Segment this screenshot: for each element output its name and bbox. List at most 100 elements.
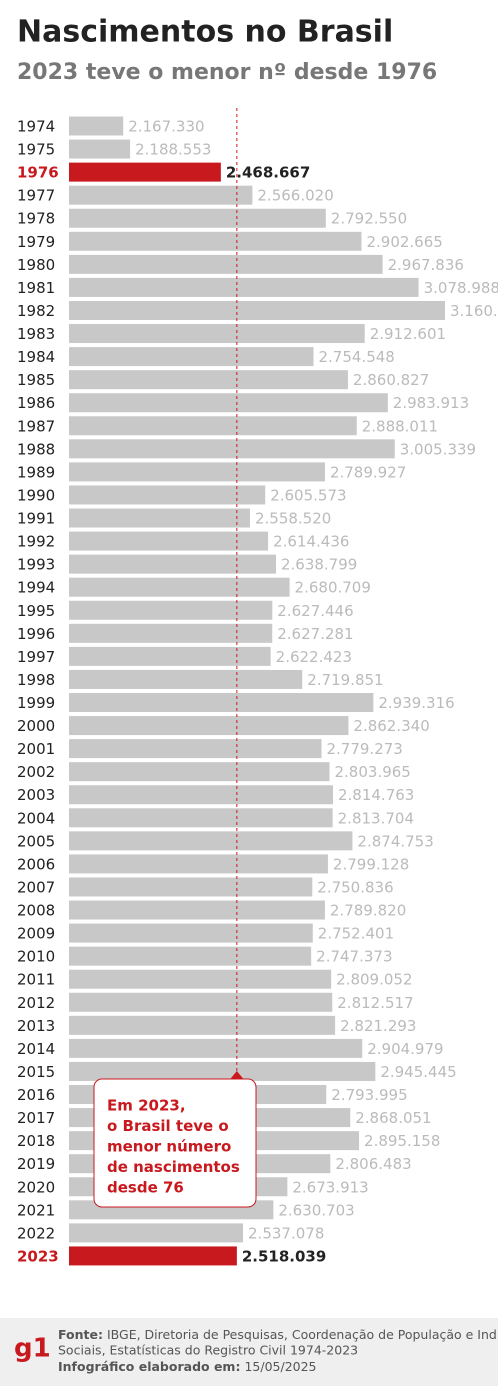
value-label: 2.799.128: [333, 855, 409, 873]
value-label: 2.812.517: [337, 994, 413, 1012]
credit: Infográfico elaborado em: 15/05/2025: [58, 1359, 317, 1374]
value-label: 2.983.913: [393, 394, 469, 412]
y-tick-label: 2015: [17, 1063, 55, 1081]
annotation-text: o Brasil teve o: [107, 1117, 229, 1135]
bar: [69, 1061, 376, 1081]
value-label: 2.860.827: [353, 371, 429, 389]
y-tick-label: 2019: [17, 1155, 55, 1173]
bar: [69, 946, 312, 966]
value-label: 2.518.039: [242, 1247, 326, 1265]
value-label: 2.806.483: [335, 1155, 411, 1173]
y-tick-label: 1976: [17, 164, 59, 182]
bar: [69, 877, 313, 897]
bar: [69, 992, 333, 1012]
bar: [69, 324, 365, 344]
value-label: 2.789.820: [330, 902, 406, 920]
y-tick-label: 2012: [17, 994, 55, 1012]
bar: [69, 1015, 336, 1035]
y-tick-label: 1974: [17, 118, 55, 136]
value-label: 2.895.158: [364, 1132, 440, 1150]
y-tick-label: 1985: [17, 371, 55, 389]
source: Fonte: IBGE, Diretoria de Pesquisas, Coo…: [58, 1327, 498, 1342]
y-tick-label: 1982: [17, 302, 55, 320]
y-tick-label: 1990: [17, 486, 55, 504]
bar: [69, 231, 362, 251]
value-label: 2.779.273: [326, 740, 402, 758]
value-label: 2.167.330: [128, 118, 204, 136]
bar: [69, 1223, 244, 1243]
y-tick-label: 2008: [17, 902, 55, 920]
footer-bg: [0, 1318, 498, 1386]
bar: [69, 185, 253, 205]
value-label: 2.754.548: [318, 348, 394, 366]
y-tick-label: 1999: [17, 694, 55, 712]
value-label: 2.939.316: [378, 694, 454, 712]
value-label: 2.627.446: [277, 602, 353, 620]
y-tick-label: 1998: [17, 671, 55, 689]
value-label: 2.622.423: [276, 648, 352, 666]
y-tick-label: 1986: [17, 394, 55, 412]
value-label: 2.673.913: [292, 1178, 368, 1196]
y-tick-label: 1978: [17, 210, 55, 228]
bar: [69, 739, 322, 759]
y-tick-label: 1981: [17, 279, 55, 297]
credit-date: 15/05/2025: [244, 1359, 316, 1374]
bar: [69, 416, 357, 436]
y-tick-label: 2021: [17, 1201, 55, 1219]
bar: [69, 762, 330, 782]
y-tick-label: 2023: [17, 1247, 59, 1265]
bar: [69, 623, 273, 643]
value-label: 2.789.927: [330, 463, 406, 481]
bar: [69, 393, 388, 413]
y-tick-label: 1975: [17, 141, 55, 159]
y-tick-label: 1988: [17, 440, 55, 458]
y-tick-label: 2020: [17, 1178, 55, 1196]
y-tick-label: 1984: [17, 348, 55, 366]
bar: [69, 347, 314, 367]
value-label: 2.904.979: [367, 1040, 443, 1058]
bar: [69, 1246, 237, 1266]
bar: [69, 669, 303, 689]
value-label: 2.558.520: [255, 510, 331, 528]
bar: [69, 439, 395, 459]
value-label: 3.078.988: [424, 279, 498, 297]
annotation-text: desde 76: [107, 1179, 184, 1197]
y-tick-label: 2010: [17, 948, 55, 966]
y-tick-label: 2006: [17, 855, 55, 873]
y-tick-label: 2018: [17, 1132, 55, 1150]
y-tick-label: 2011: [17, 971, 55, 989]
value-label: 2.945.445: [380, 1063, 456, 1081]
y-tick-label: 2001: [17, 740, 55, 758]
value-label: 2.605.573: [270, 486, 346, 504]
value-label: 2.814.763: [338, 786, 414, 804]
value-label: 2.821.293: [340, 1017, 416, 1035]
bar: [69, 854, 328, 874]
source-label: Fonte:: [58, 1327, 103, 1342]
y-tick-label: 2017: [17, 1109, 55, 1127]
value-label: 2.967.836: [388, 256, 464, 274]
y-tick-label: 2022: [17, 1224, 55, 1242]
bar: [69, 923, 313, 943]
annotation-text: Em 2023,: [107, 1097, 186, 1115]
annotation-text: de nascimentos: [107, 1158, 240, 1176]
source-text: Sociais, Estatísticas do Registro Civil …: [58, 1343, 358, 1358]
y-tick-label: 2014: [17, 1040, 55, 1058]
y-tick-label: 1994: [17, 579, 55, 597]
y-tick-label: 1996: [17, 625, 55, 643]
bar: [69, 716, 349, 736]
y-tick-label: 2004: [17, 809, 55, 827]
annotation-box: [93, 1078, 257, 1208]
bar: [69, 785, 333, 805]
value-label: 2.537.078: [248, 1224, 324, 1242]
y-tick-label: 1979: [17, 233, 55, 251]
annotation-pointer: [229, 1071, 244, 1080]
y-tick-label: 1997: [17, 648, 55, 666]
chart-subtitle: 2023 teve o menor nº desde 1976: [17, 60, 437, 85]
y-tick-label: 2003: [17, 786, 55, 804]
credit-label: Infográfico elaborado em:: [58, 1359, 240, 1374]
value-label: 2.747.373: [316, 948, 392, 966]
y-tick-label: 1987: [17, 417, 55, 435]
bar: [69, 139, 131, 159]
